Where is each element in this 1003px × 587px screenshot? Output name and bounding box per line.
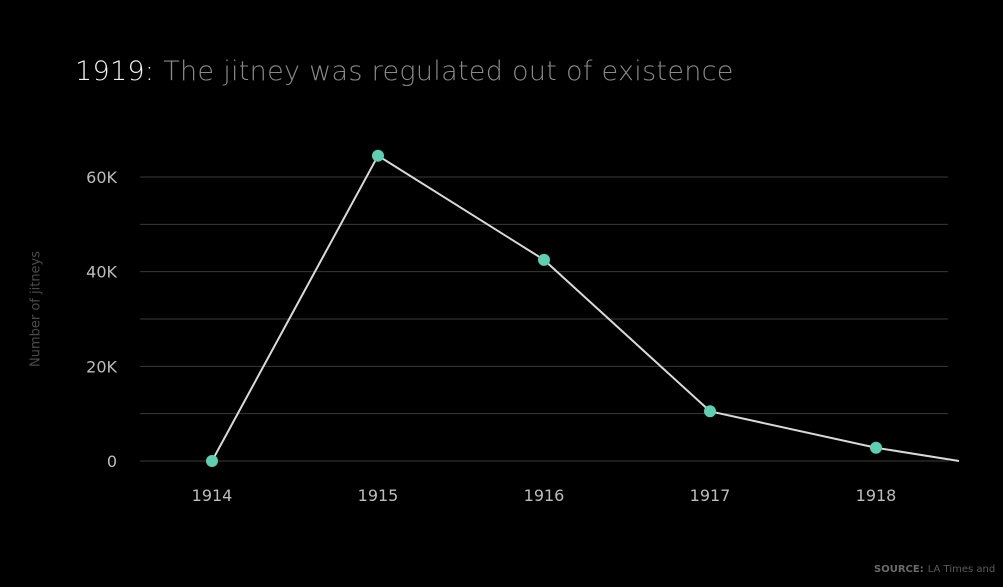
title-year: 1919: (75, 56, 155, 87)
series-jitneys (206, 149, 960, 467)
y-tick-label: 20K (86, 357, 117, 376)
y-tick-label: 0 (107, 452, 117, 471)
source-note: SOURCE: LA Times and (874, 564, 995, 575)
chart-title: 1919: The jitney was regulated out of ex… (75, 56, 734, 87)
data-point (704, 405, 716, 418)
data-point (372, 149, 384, 162)
series-line (211, 154, 960, 462)
x-tick-label: 1915 (358, 486, 399, 505)
y-tick-label: 60K (86, 168, 117, 187)
source-text: LA Times and (927, 564, 996, 575)
title-text: The jitney was regulated out of existenc… (154, 56, 734, 87)
y-tick-label: 40K (86, 263, 117, 282)
x-tick-label: 1916 (524, 486, 565, 505)
y-tick-labels: 0 20K 40K 60K (86, 168, 117, 471)
data-point (206, 455, 218, 467)
data-point (538, 253, 550, 266)
source-label: SOURCE: (874, 564, 924, 575)
gridlines (140, 176, 948, 462)
x-tick-label: 1918 (856, 486, 897, 505)
data-point (870, 441, 882, 454)
x-tick-label: 1914 (192, 486, 233, 505)
x-tick-labels: 1914 1915 1916 1917 1918 (192, 486, 897, 505)
x-tick-label: 1917 (690, 486, 731, 505)
